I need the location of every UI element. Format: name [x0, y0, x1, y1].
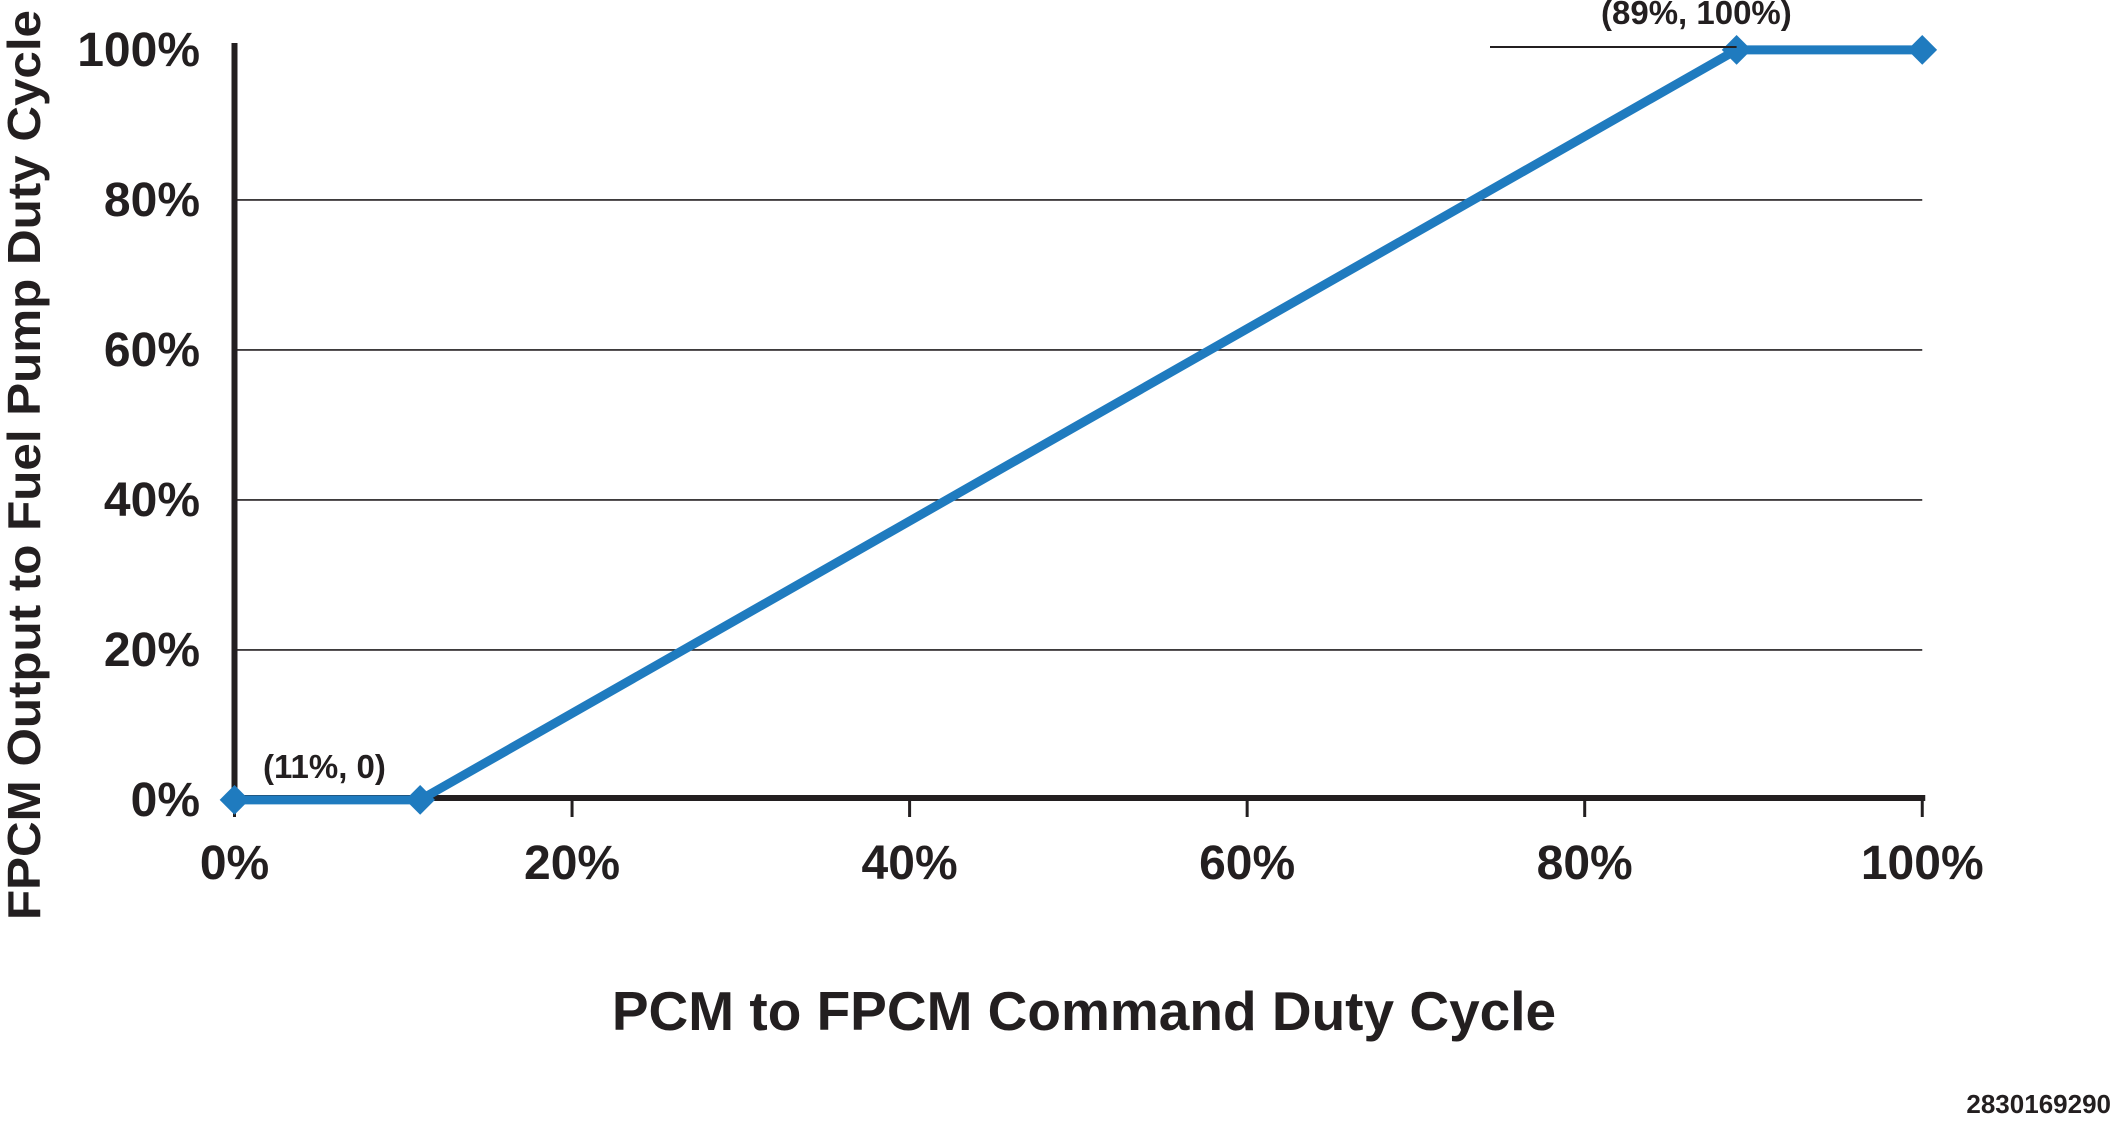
svg-text:0%: 0%: [200, 837, 269, 890]
svg-text:(11%, 0): (11%, 0): [263, 748, 386, 785]
svg-text:40%: 40%: [104, 474, 200, 527]
svg-text:40%: 40%: [862, 837, 958, 890]
svg-text:FPCM Output to Fuel Pump Duty: FPCM Output to Fuel Pump Duty Cycle: [0, 10, 50, 920]
svg-text:20%: 20%: [524, 837, 620, 890]
svg-text:80%: 80%: [104, 174, 200, 227]
svg-text:20%: 20%: [104, 624, 200, 677]
svg-text:80%: 80%: [1537, 837, 1633, 890]
svg-text:60%: 60%: [1199, 837, 1295, 890]
svg-text:60%: 60%: [104, 324, 200, 377]
svg-text:2830169290: 2830169290: [1966, 1089, 2111, 1119]
svg-text:100%: 100%: [1861, 837, 1984, 890]
svg-text:(89%, 100%): (89%, 100%): [1601, 0, 1792, 31]
svg-text:0%: 0%: [131, 774, 200, 827]
svg-text:100%: 100%: [77, 24, 200, 77]
svg-text:PCM to FPCM Command Duty Cycle: PCM to FPCM Command Duty Cycle: [612, 980, 1556, 1042]
